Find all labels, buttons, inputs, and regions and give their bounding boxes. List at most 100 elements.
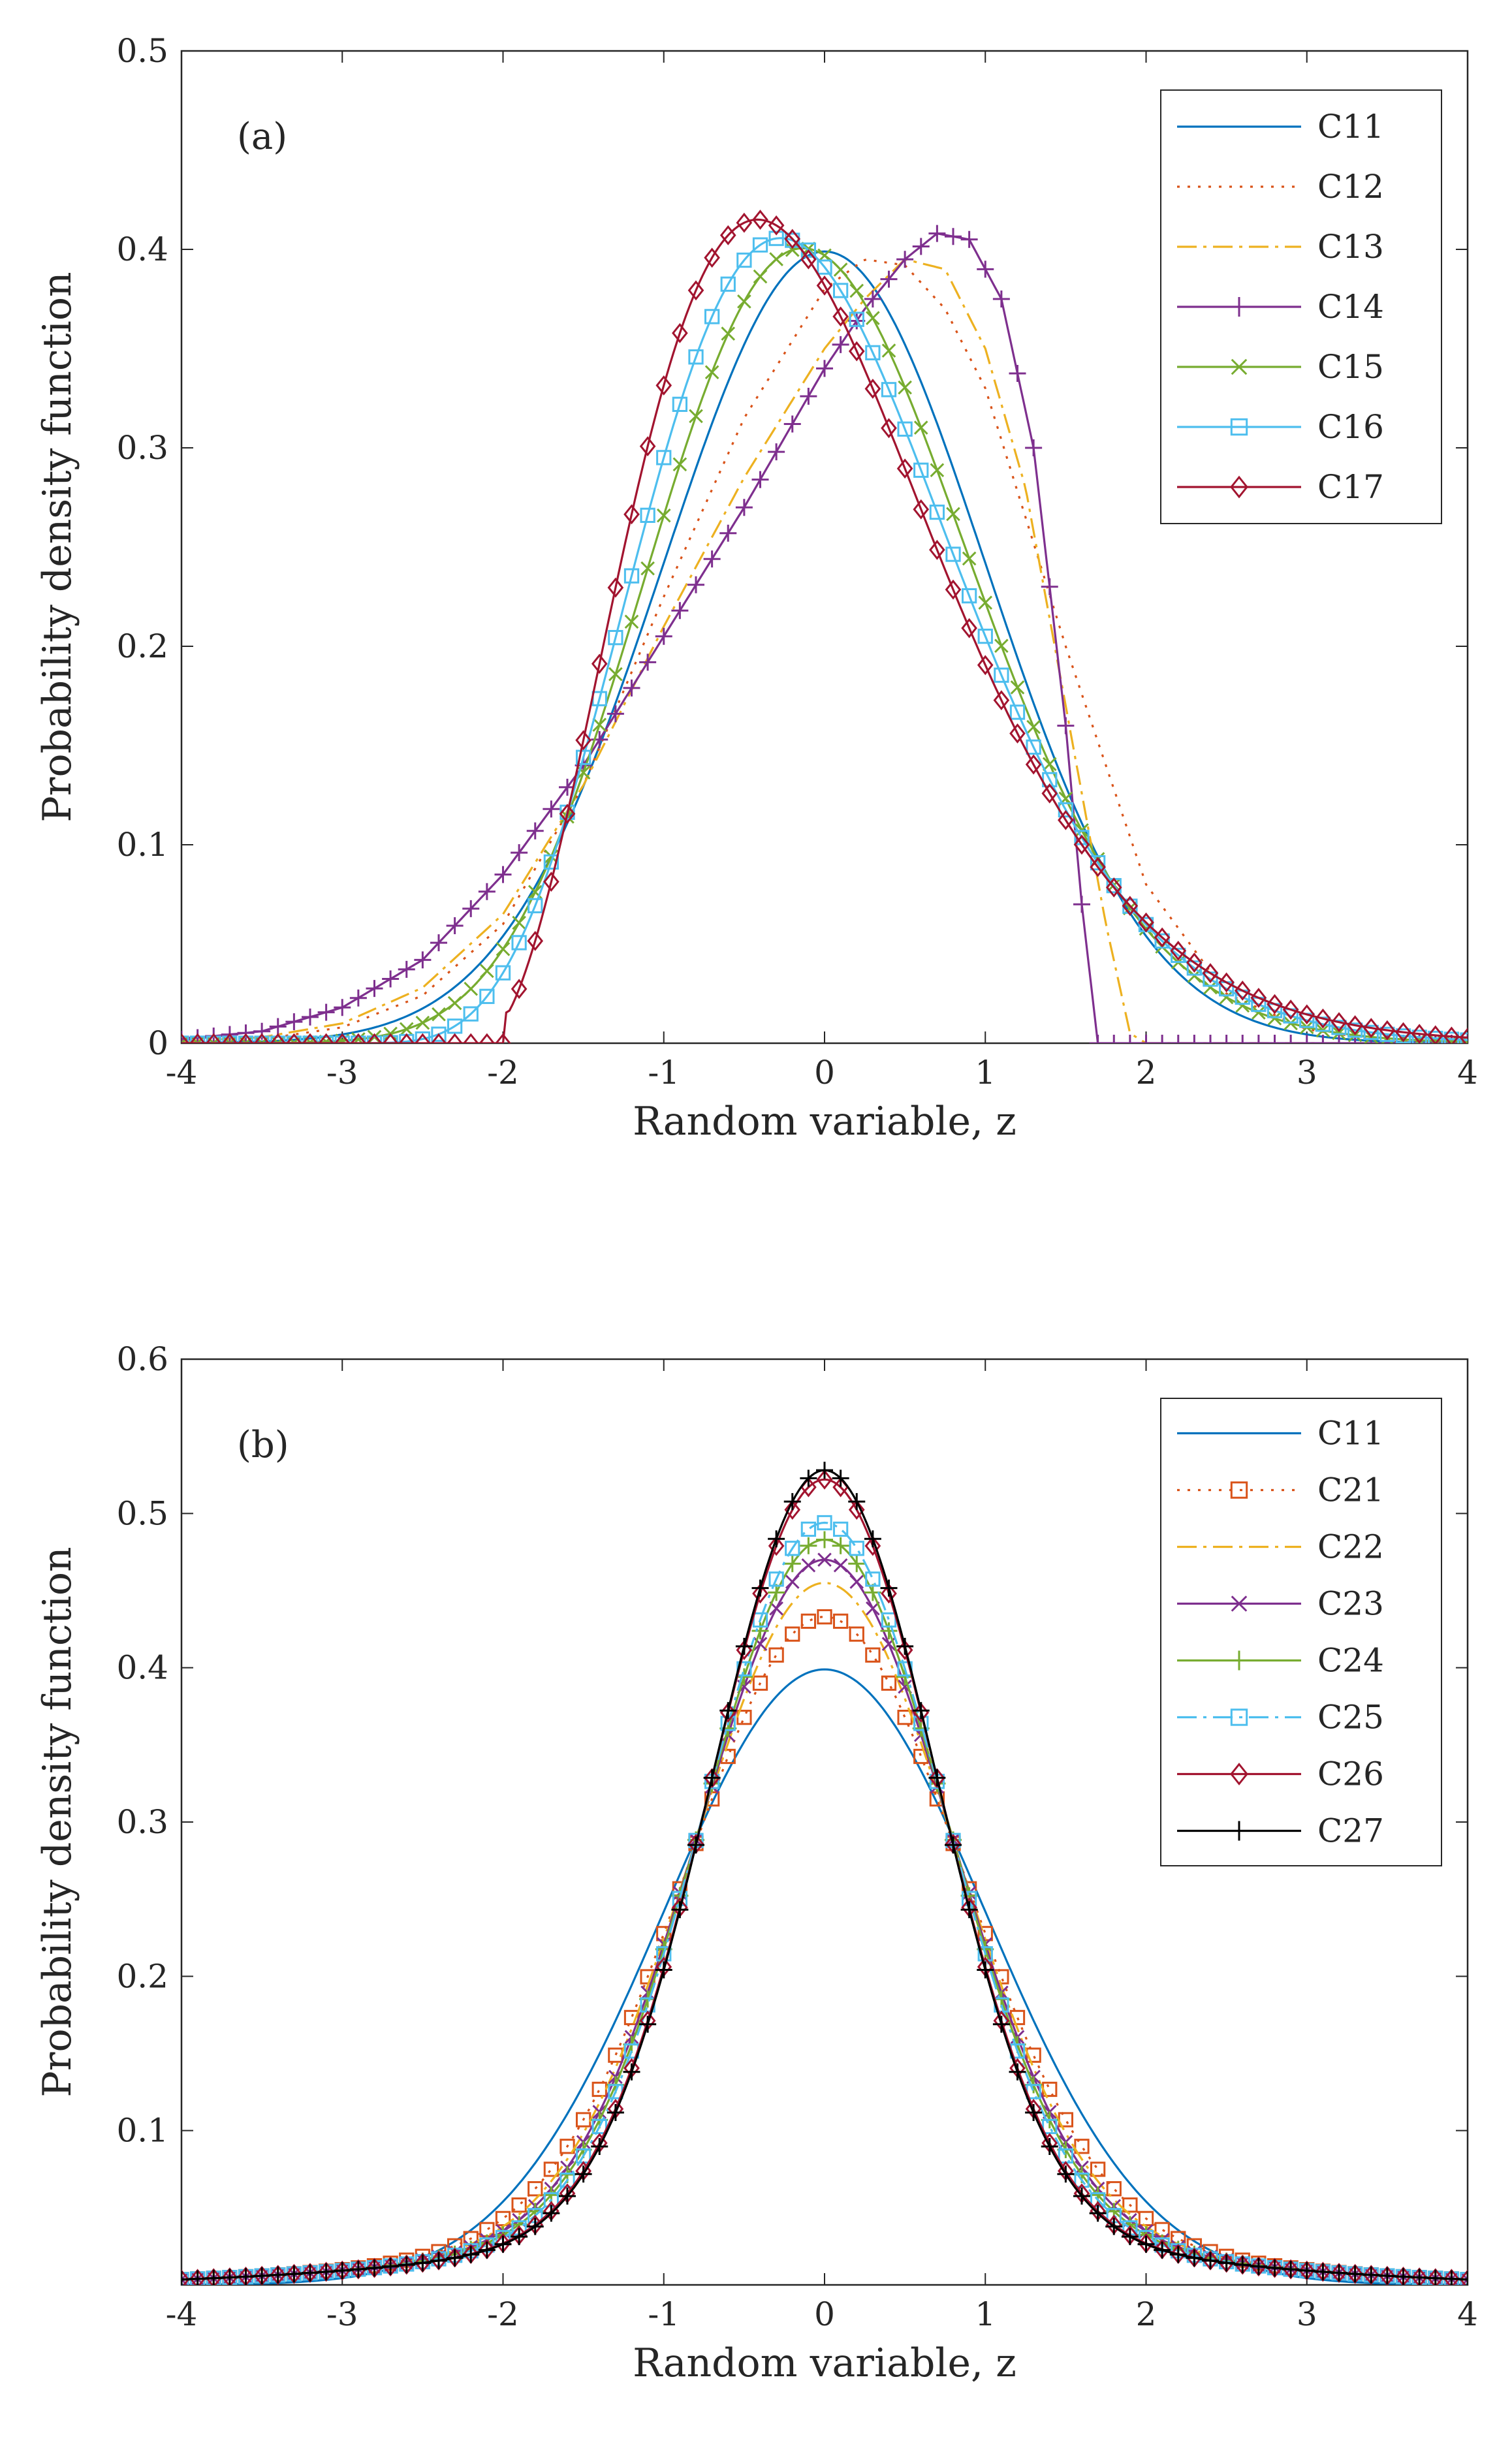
data-point <box>816 1469 833 1490</box>
data-point <box>1378 2267 1396 2285</box>
data-point <box>1411 1030 1427 1043</box>
data-point <box>559 2187 576 2205</box>
legend-item: C23 <box>1177 1585 1384 1623</box>
x-tick-label: 3 <box>1297 2295 1317 2333</box>
data-point <box>1459 2271 1468 2285</box>
data-point <box>1089 1035 1107 1043</box>
data-point <box>928 1769 946 1787</box>
data-point <box>913 462 929 478</box>
data-point <box>1266 2259 1284 2277</box>
data-point <box>849 311 864 327</box>
data-point <box>1057 2165 1075 2183</box>
data-point <box>848 1555 866 1573</box>
data-point <box>1026 739 1041 755</box>
data-point <box>221 2267 238 2285</box>
data-point <box>800 1537 817 1554</box>
data-point <box>302 2263 319 2284</box>
data-point <box>1042 757 1057 772</box>
data-point <box>800 387 817 405</box>
data-point <box>1460 1032 1468 1043</box>
legend-label: C17 <box>1317 468 1384 506</box>
data-point <box>945 546 961 562</box>
data-point <box>543 800 560 818</box>
legend-label: C21 <box>1317 1471 1384 1509</box>
chart-panel-b: -4 -3 -2 -1 0 1 2 3 4 0.1 0.2 0.3 0.4 0.5 0.6 Random va… <box>35 1340 1478 2386</box>
data-point <box>896 251 914 268</box>
data-point <box>865 1647 881 1663</box>
x-tick-label: -4 <box>166 1054 198 1092</box>
data-point <box>1074 2139 1090 2154</box>
data-point <box>624 614 639 629</box>
data-point <box>1229 1821 1249 1841</box>
data-point <box>735 1668 753 1686</box>
data-point <box>382 970 400 988</box>
data-point <box>656 1946 672 1962</box>
data-point <box>1427 1025 1444 1043</box>
data-point <box>672 396 688 412</box>
data-point <box>817 1552 832 1567</box>
y-axis-label: Probability density function <box>35 272 80 822</box>
data-point <box>785 1626 800 1642</box>
legend-item: C12 <box>1177 168 1384 206</box>
data-point <box>238 1033 254 1043</box>
data-point <box>833 262 848 277</box>
data-point <box>816 1462 833 1479</box>
data-point <box>977 1926 993 1941</box>
data-point <box>623 679 640 697</box>
data-point <box>1363 1024 1379 1041</box>
data-point <box>1235 998 1250 1013</box>
data-point <box>1009 365 1026 382</box>
data-point <box>736 252 752 268</box>
data-point <box>946 507 960 522</box>
legend-item: C17 <box>1177 468 1384 506</box>
data-point <box>286 2263 302 2284</box>
data-point <box>655 375 672 396</box>
data-point <box>768 1584 785 1601</box>
data-point <box>816 360 833 377</box>
data-point <box>1314 1035 1332 1043</box>
x-tick-label: -3 <box>326 2295 358 2333</box>
x-tick-label: -1 <box>648 1054 680 1092</box>
data-point <box>817 1609 832 1625</box>
data-point <box>1443 1026 1460 1043</box>
data-point <box>1315 2261 1331 2282</box>
data-point <box>1219 990 1234 1005</box>
data-point <box>1426 2269 1444 2285</box>
data-point <box>672 457 687 472</box>
x-tick-label: 0 <box>814 1054 835 1092</box>
data-point <box>1073 896 1090 913</box>
y-tick-label: 0.4 <box>116 230 168 268</box>
data-point <box>430 1033 447 1043</box>
data-point <box>703 550 721 568</box>
data-point <box>866 311 880 326</box>
data-point <box>1154 2241 1171 2259</box>
data-point <box>480 964 494 979</box>
data-point <box>366 1033 383 1043</box>
series-line <box>181 258 1468 1043</box>
data-point <box>1231 1595 1248 1612</box>
data-point <box>1282 1035 1300 1043</box>
data-point <box>528 2181 543 2197</box>
data-point <box>1218 2254 1235 2272</box>
data-point <box>415 1015 430 1030</box>
data-point <box>606 705 624 723</box>
data-point <box>606 2104 624 2122</box>
data-point <box>1395 2267 1411 2285</box>
data-point <box>1411 2267 1428 2285</box>
data-point <box>1234 1035 1252 1043</box>
data-point <box>382 2257 400 2275</box>
data-point <box>350 1033 367 1043</box>
data-point <box>1121 1035 1139 1043</box>
data-point <box>880 1579 898 1597</box>
data-point <box>447 996 462 1011</box>
data-point <box>1314 2263 1332 2280</box>
data-point <box>351 1032 366 1043</box>
data-point <box>382 1033 399 1043</box>
data-point <box>1218 1035 1235 1043</box>
data-point <box>1298 1035 1315 1043</box>
data-point <box>639 653 657 671</box>
data-point <box>432 1007 446 1022</box>
data-point <box>1025 439 1043 456</box>
data-point <box>1230 1708 1248 1726</box>
